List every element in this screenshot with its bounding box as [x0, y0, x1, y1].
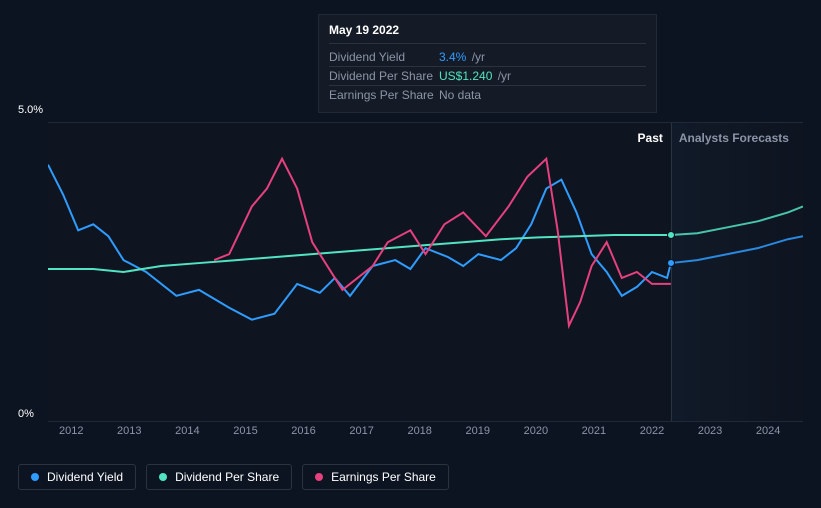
- x-tick: 2017: [349, 425, 373, 437]
- tooltip-row-value: No data: [439, 88, 481, 102]
- x-tick: 2014: [175, 425, 199, 437]
- y-axis-max: 5.0%: [18, 104, 43, 116]
- chart-area: 5.0% 0% Past Analysts Forecasts 20122013…: [18, 108, 803, 448]
- tooltip-row: Dividend Per ShareUS$1.240 /yr: [329, 67, 646, 86]
- x-tick: 2020: [524, 425, 548, 437]
- series-marker: [667, 231, 675, 239]
- legend-label: Earnings Per Share: [331, 470, 436, 484]
- tooltip-date: May 19 2022: [329, 23, 646, 44]
- legend-item[interactable]: Dividend Yield: [18, 464, 136, 490]
- legend-label: Dividend Per Share: [175, 470, 279, 484]
- legend-dot-icon: [315, 473, 323, 481]
- series-line: [48, 165, 671, 320]
- x-tick: 2015: [233, 425, 257, 437]
- y-axis-min: 0%: [18, 408, 34, 420]
- x-tick: 2019: [466, 425, 490, 437]
- series-line-forecast: [671, 206, 803, 235]
- tooltip-panel: May 19 2022 Dividend Yield3.4% /yrDivide…: [318, 14, 657, 113]
- x-tick: 2016: [291, 425, 315, 437]
- tooltip-row-label: Dividend Yield: [329, 50, 439, 64]
- series-line: [48, 235, 671, 272]
- x-tick: 2021: [582, 425, 606, 437]
- tooltip-row-label: Earnings Per Share: [329, 88, 439, 102]
- x-tick: 2024: [756, 425, 780, 437]
- series-line-forecast: [671, 236, 803, 263]
- series-marker: [667, 259, 675, 267]
- x-tick: 2013: [117, 425, 141, 437]
- legend-item[interactable]: Dividend Per Share: [146, 464, 292, 490]
- tooltip-row-label: Dividend Per Share: [329, 69, 439, 83]
- x-tick: 2018: [407, 425, 431, 437]
- legend-dot-icon: [31, 473, 39, 481]
- tooltip-row: Dividend Yield3.4% /yr: [329, 48, 646, 67]
- plot-region[interactable]: Past Analysts Forecasts 2012201320142015…: [48, 122, 803, 422]
- series-line: [214, 159, 671, 326]
- x-tick: 2023: [698, 425, 722, 437]
- legend-item[interactable]: Earnings Per Share: [302, 464, 449, 490]
- x-tick: 2022: [640, 425, 664, 437]
- tooltip-row-suffix: /yr: [494, 69, 511, 83]
- tooltip-row: Earnings Per ShareNo data: [329, 86, 646, 104]
- tooltip-row-suffix: /yr: [468, 50, 485, 64]
- legend-dot-icon: [159, 473, 167, 481]
- x-tick: 2012: [59, 425, 83, 437]
- legend: Dividend Yield Dividend Per Share Earnings…: [18, 464, 449, 490]
- chart-svg: [48, 123, 803, 421]
- tooltip-row-value: US$1.240 /yr: [439, 69, 511, 83]
- legend-label: Dividend Yield: [47, 470, 123, 484]
- tooltip-row-value: 3.4% /yr: [439, 50, 485, 64]
- x-axis: 2012 2013 2014 2015 2016 2017 2018 2019 2020 2021…: [48, 425, 803, 445]
